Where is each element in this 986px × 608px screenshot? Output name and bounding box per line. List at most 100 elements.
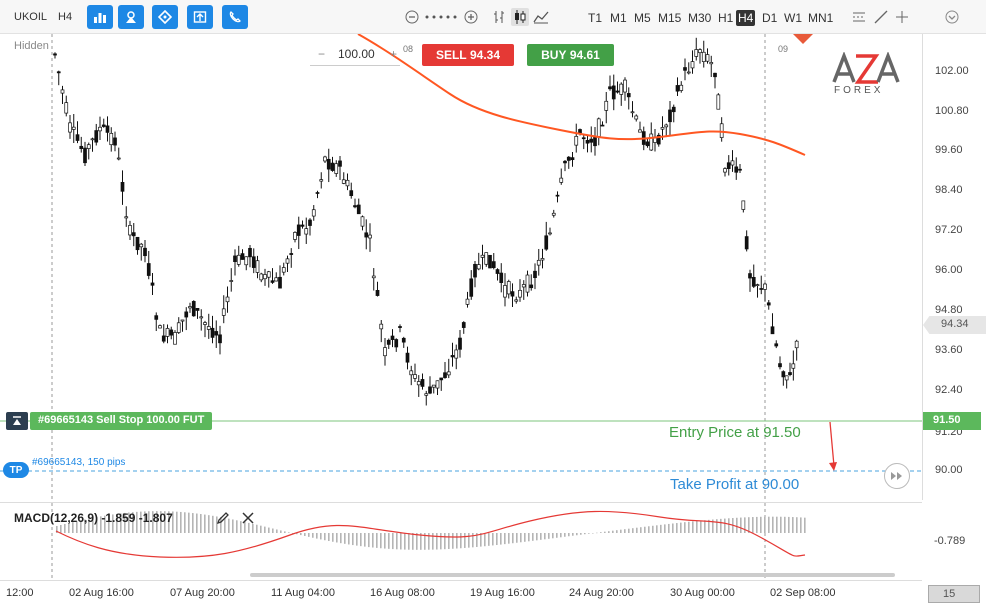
collapse-icon[interactable] xyxy=(943,8,961,26)
horizontal-lines-icon[interactable] xyxy=(850,8,868,26)
candle-body xyxy=(146,263,151,276)
candle-body xyxy=(794,340,799,349)
timeframe-mn1[interactable]: MN1 xyxy=(808,11,834,25)
macd-bar xyxy=(200,514,202,533)
candle-body xyxy=(491,261,496,269)
trendline-icon[interactable] xyxy=(872,8,890,26)
price-chart[interactable]: Hidden 08 09 FOREX #69665143 Sell Stop 1… xyxy=(0,34,922,500)
close-indicator-icon[interactable] xyxy=(241,511,255,528)
candle-body xyxy=(401,337,406,343)
macd-bar xyxy=(284,531,286,533)
candle-body xyxy=(694,49,699,57)
macd-bar xyxy=(180,511,182,533)
period-label[interactable]: H4 xyxy=(58,11,73,23)
macd-label: MACD(12,26,9) xyxy=(14,511,99,525)
macd-value-2: -1.807 xyxy=(138,511,173,525)
edit-indicator-icon[interactable] xyxy=(216,511,230,528)
timeframe-m1[interactable]: M1 xyxy=(610,11,627,25)
timeframe-m15[interactable]: M15 xyxy=(658,11,682,25)
templates-button[interactable] xyxy=(187,5,213,29)
price-axis[interactable]: 102.00 100.80 99.60 98.40 97.20 96.00 94… xyxy=(922,34,986,500)
one-click-trading-button[interactable] xyxy=(222,5,248,29)
macd-bar xyxy=(724,518,726,533)
tp-badge[interactable]: TP xyxy=(3,462,29,478)
macd-bar xyxy=(432,533,434,550)
macd-bar xyxy=(492,533,494,546)
candle-body xyxy=(390,335,395,340)
bars-count-box[interactable]: 15 xyxy=(928,585,980,603)
candle-body xyxy=(263,274,267,280)
timeframe-d1[interactable]: D1 xyxy=(762,11,778,25)
quantity-plus-icon[interactable]: + xyxy=(390,47,398,61)
sell-button[interactable]: SELL 94.34 xyxy=(422,44,514,66)
zoom-out-icon[interactable] xyxy=(403,8,421,26)
time-label: 30 Aug 00:00 xyxy=(670,587,735,599)
macd-legend[interactable]: MACD(12,26,9) -1.859 -1.807 xyxy=(14,511,173,525)
bar-type-icon[interactable] xyxy=(490,8,508,26)
macd-bar xyxy=(444,533,446,550)
zoom-in-icon[interactable] xyxy=(462,8,480,26)
timeframe-m30[interactable]: M30 xyxy=(688,11,712,25)
candle-body xyxy=(296,224,301,236)
macd-bar xyxy=(752,517,754,533)
candle-body xyxy=(345,179,350,187)
macd-bar xyxy=(236,520,238,533)
candle-body xyxy=(371,275,376,279)
hidden-label[interactable]: Hidden xyxy=(14,40,49,52)
timeframe-t1[interactable]: T1 xyxy=(588,11,603,25)
tp-order-label[interactable]: #69665143, 150 pips xyxy=(32,457,126,468)
order-tag-icon[interactable] xyxy=(6,412,28,430)
macd-bar xyxy=(404,533,406,550)
candle-body xyxy=(698,49,702,54)
drawing-button[interactable] xyxy=(152,5,178,29)
macd-bar xyxy=(436,533,438,550)
macd-bar xyxy=(296,533,298,535)
macd-bar xyxy=(464,533,466,548)
candle-body xyxy=(499,272,504,283)
macd-bar xyxy=(176,511,178,533)
timeframe-h1[interactable]: H1 xyxy=(718,11,734,25)
candle-body xyxy=(540,258,545,261)
sell-stop-order-tag[interactable]: #69665143 Sell Stop 100.00 FUT xyxy=(30,412,213,430)
candle-body xyxy=(360,216,365,227)
quantity-field[interactable]: − 100.00 + xyxy=(310,44,400,66)
crosshair-icon[interactable] xyxy=(893,8,911,26)
time-axis[interactable]: 12:00 02 Aug 16:00 07 Aug 20:00 11 Aug 0… xyxy=(0,580,922,608)
timeframe-m5[interactable]: M5 xyxy=(634,11,651,25)
macd-bar xyxy=(660,524,662,533)
line-type-icon[interactable] xyxy=(532,8,550,26)
macd-bar xyxy=(748,517,750,533)
macd-scrollbar[interactable] xyxy=(250,573,895,577)
macd-bar xyxy=(372,533,374,548)
macd-bar xyxy=(292,533,294,534)
candle-body xyxy=(675,85,680,92)
scroll-to-end-button[interactable] xyxy=(884,463,910,489)
candle-body xyxy=(338,160,342,167)
quantity-value[interactable]: 100.00 xyxy=(338,47,375,61)
objects-button[interactable] xyxy=(118,5,144,29)
macd-bar xyxy=(352,533,354,546)
candle-body xyxy=(195,308,200,311)
price-label: 92.40 xyxy=(935,384,963,396)
buy-button[interactable]: BUY 94.61 xyxy=(527,44,614,66)
quantity-minus-icon[interactable]: − xyxy=(318,47,326,61)
macd-bar xyxy=(100,516,102,533)
macd-panel[interactable]: MACD(12,26,9) -1.859 -1.807 -0.789 xyxy=(0,502,965,581)
candle-body xyxy=(90,138,95,141)
macd-bar xyxy=(220,517,222,533)
scale-dots-icon[interactable] xyxy=(424,8,460,26)
macd-bar xyxy=(804,517,806,533)
symbol-label[interactable]: UKOIL xyxy=(14,11,48,23)
candle-body xyxy=(154,315,159,320)
candles-group xyxy=(53,37,799,406)
timeframe-h4[interactable]: H4 xyxy=(736,10,756,26)
macd-plot xyxy=(51,503,895,581)
indicators-button[interactable] xyxy=(87,5,113,29)
forex-logo: FOREX xyxy=(832,51,902,98)
macd-bar xyxy=(508,533,510,544)
current-price-tag: 94.34 xyxy=(923,316,986,334)
timeframe-w1[interactable]: W1 xyxy=(784,11,802,25)
macd-bar xyxy=(520,533,522,543)
macd-bar xyxy=(304,533,306,537)
candlestick-type-icon[interactable] xyxy=(511,8,529,26)
